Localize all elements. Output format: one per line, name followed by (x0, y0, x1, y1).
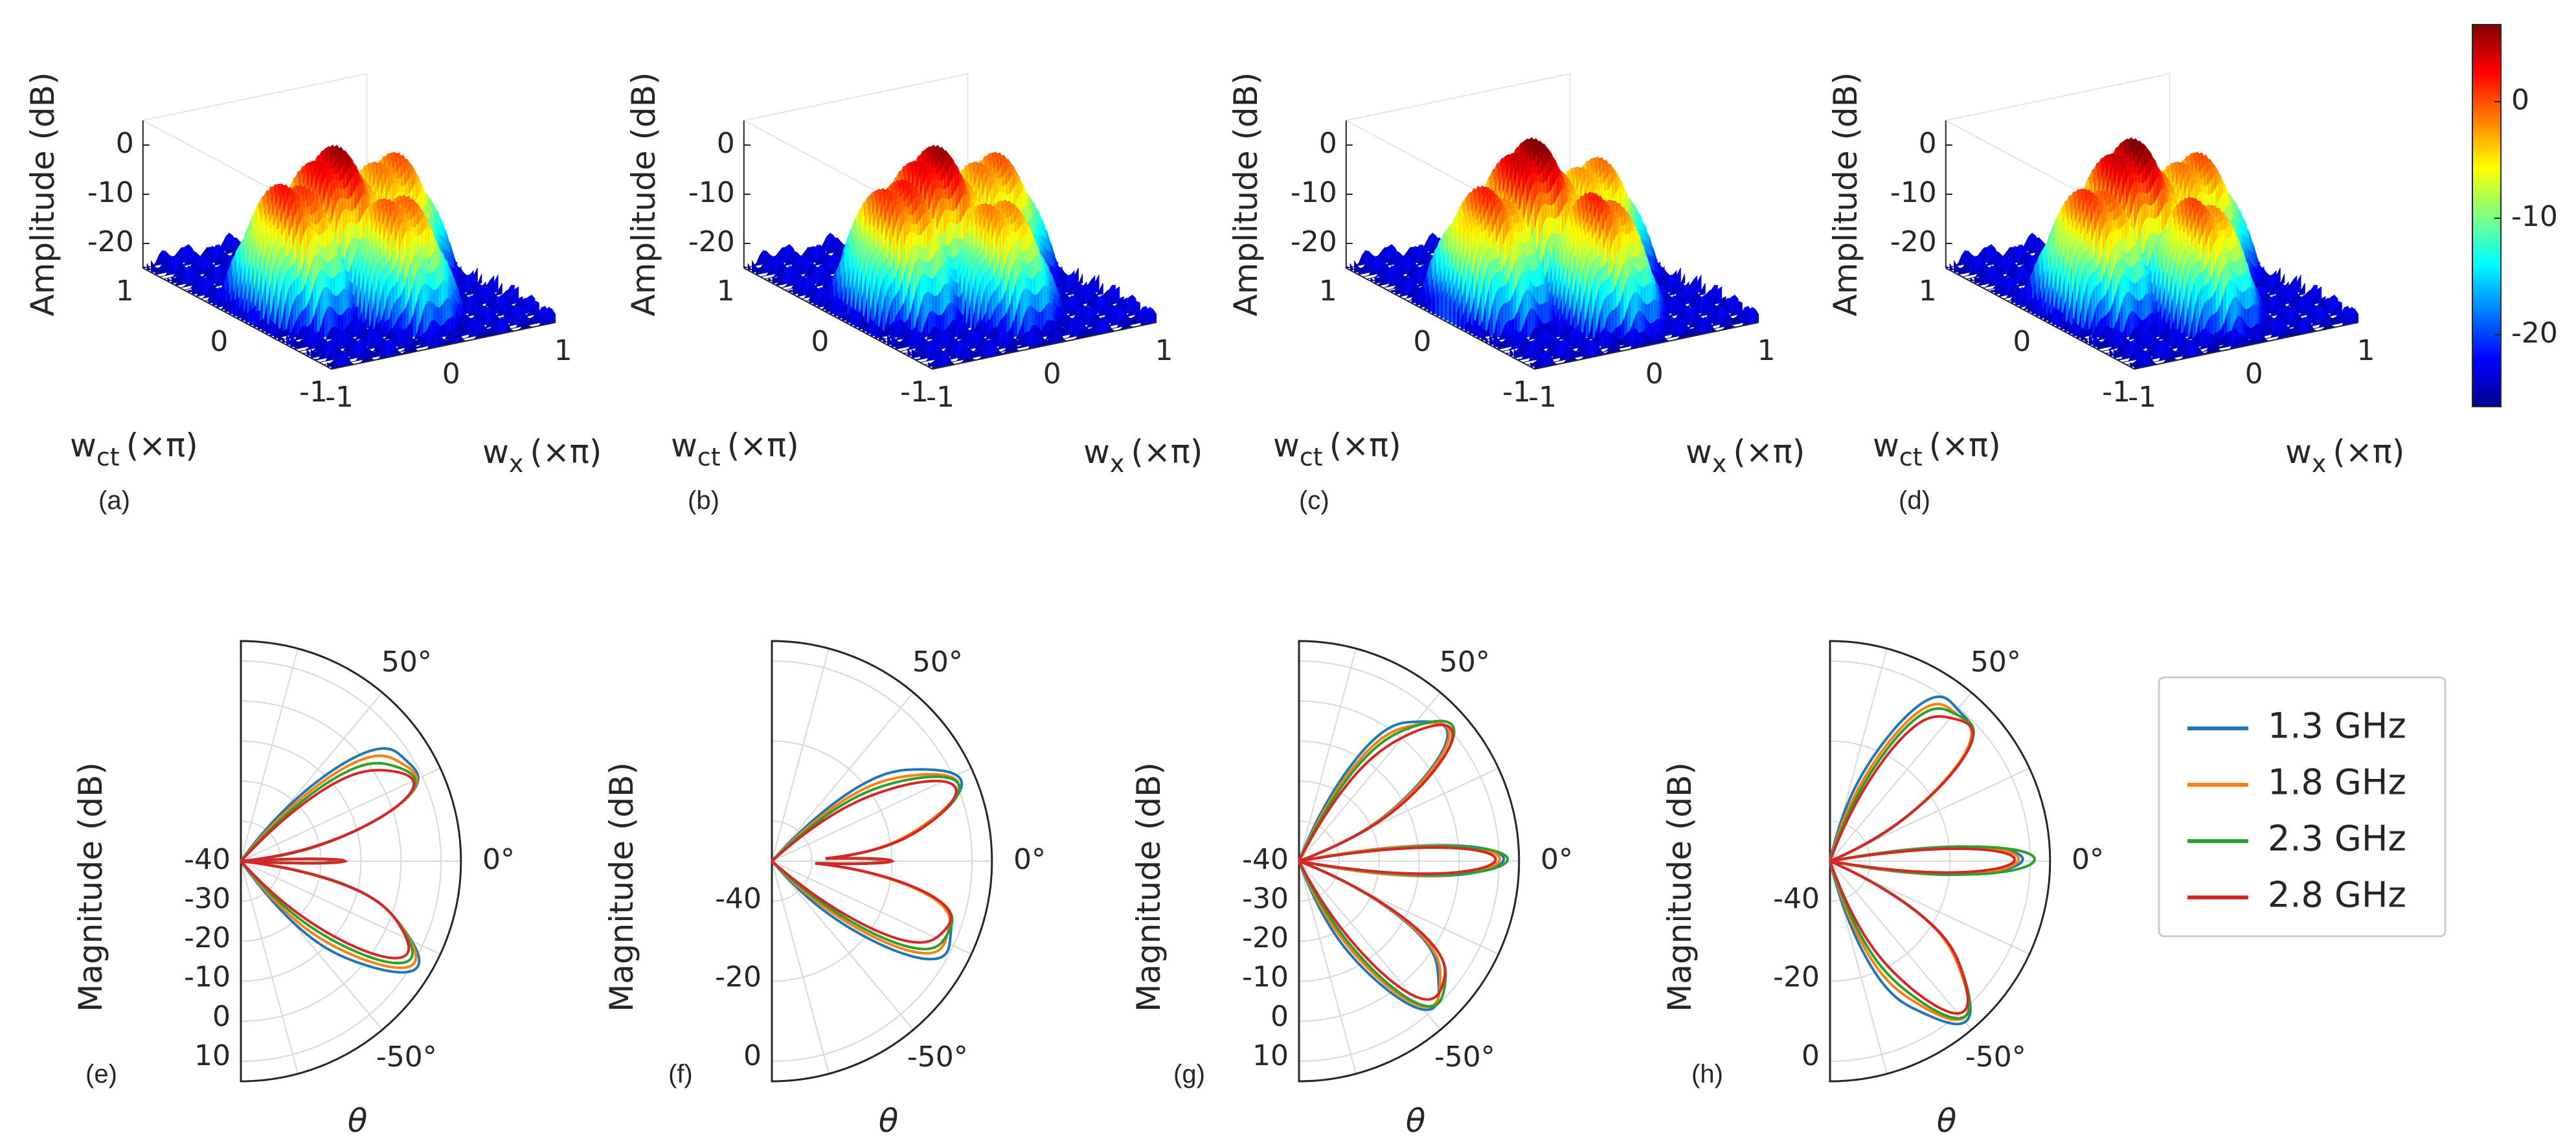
surface-strip (400, 349, 405, 352)
surface-strip (545, 306, 550, 325)
surface-strip (416, 345, 421, 349)
surface-strip (222, 236, 227, 252)
surface-strip (436, 332, 441, 348)
surface-strip (841, 304, 845, 319)
wx-tick-label: 1 (554, 334, 572, 367)
surface-strip (775, 275, 780, 284)
surface-strip (772, 276, 776, 284)
surface-strip (433, 333, 438, 348)
surface-strip (403, 332, 407, 349)
surface-strip (456, 330, 460, 344)
surface-strip (257, 320, 262, 330)
surface-strip (174, 275, 179, 284)
wx-label-base: w (482, 433, 509, 471)
wx-label-sub: x (509, 449, 524, 478)
surface-strip (453, 330, 457, 344)
z-tick-label: 0 (116, 127, 134, 160)
wct-tick-label: -1 (299, 376, 328, 409)
surface-strip (760, 249, 763, 265)
wct-label-sub: ct (96, 443, 120, 471)
surface-strip (332, 345, 336, 361)
surface-strip (416, 338, 420, 346)
surface-strip (759, 267, 763, 275)
surface-strip (249, 308, 253, 326)
surface-strip (146, 263, 151, 271)
surface-strip (548, 306, 553, 324)
surface-strip (151, 260, 155, 273)
surface-strip (167, 277, 172, 282)
z-tick-label: -10 (87, 176, 134, 209)
surface-strip (297, 343, 302, 350)
surface-strip (440, 335, 444, 347)
wx-tick-label: 0 (442, 357, 460, 390)
z-axis-label: Amplitude (dB) (24, 72, 62, 316)
wct-tick-label: 1 (116, 275, 134, 308)
surface-strip (302, 350, 306, 352)
wct-label-unit: (×π) (126, 427, 198, 464)
wx-tick-label: -1 (325, 381, 354, 414)
surface-strip (460, 313, 465, 328)
wx-axis-label: wx (×π) (482, 433, 602, 478)
surface-strip (269, 318, 274, 337)
z-tick-label: -20 (87, 225, 134, 258)
surface-strip (498, 283, 503, 295)
surface-strip (313, 350, 318, 358)
surface-strip (341, 351, 345, 368)
surface-strip (552, 308, 556, 324)
surface-strip (155, 254, 159, 266)
surface-strip (528, 318, 533, 326)
surface-strip (280, 329, 284, 338)
surface-strip (171, 276, 175, 284)
surface-strip (752, 260, 756, 273)
surface-strip (501, 317, 505, 335)
wx-label-unit: (×π) (530, 433, 602, 471)
surface-strip (273, 324, 278, 339)
surface-strip (372, 351, 376, 358)
surface-strip (478, 274, 482, 284)
surface-strip (158, 267, 163, 275)
surface-strip (183, 284, 187, 287)
surface-strip (440, 323, 445, 338)
surface-strip (474, 319, 479, 337)
wct-axis-label: wct (×π) (70, 427, 198, 471)
surface-strip (245, 312, 249, 324)
wct-label-base: w (70, 427, 96, 464)
surface-strip (756, 254, 760, 266)
surface-strip (159, 249, 163, 265)
surface-strip (823, 236, 828, 252)
surface-strip (494, 274, 499, 293)
wct-tick-label: 0 (210, 325, 228, 358)
surface-strip (253, 310, 258, 328)
surface-strip (389, 339, 393, 358)
surface-strip (784, 284, 788, 287)
